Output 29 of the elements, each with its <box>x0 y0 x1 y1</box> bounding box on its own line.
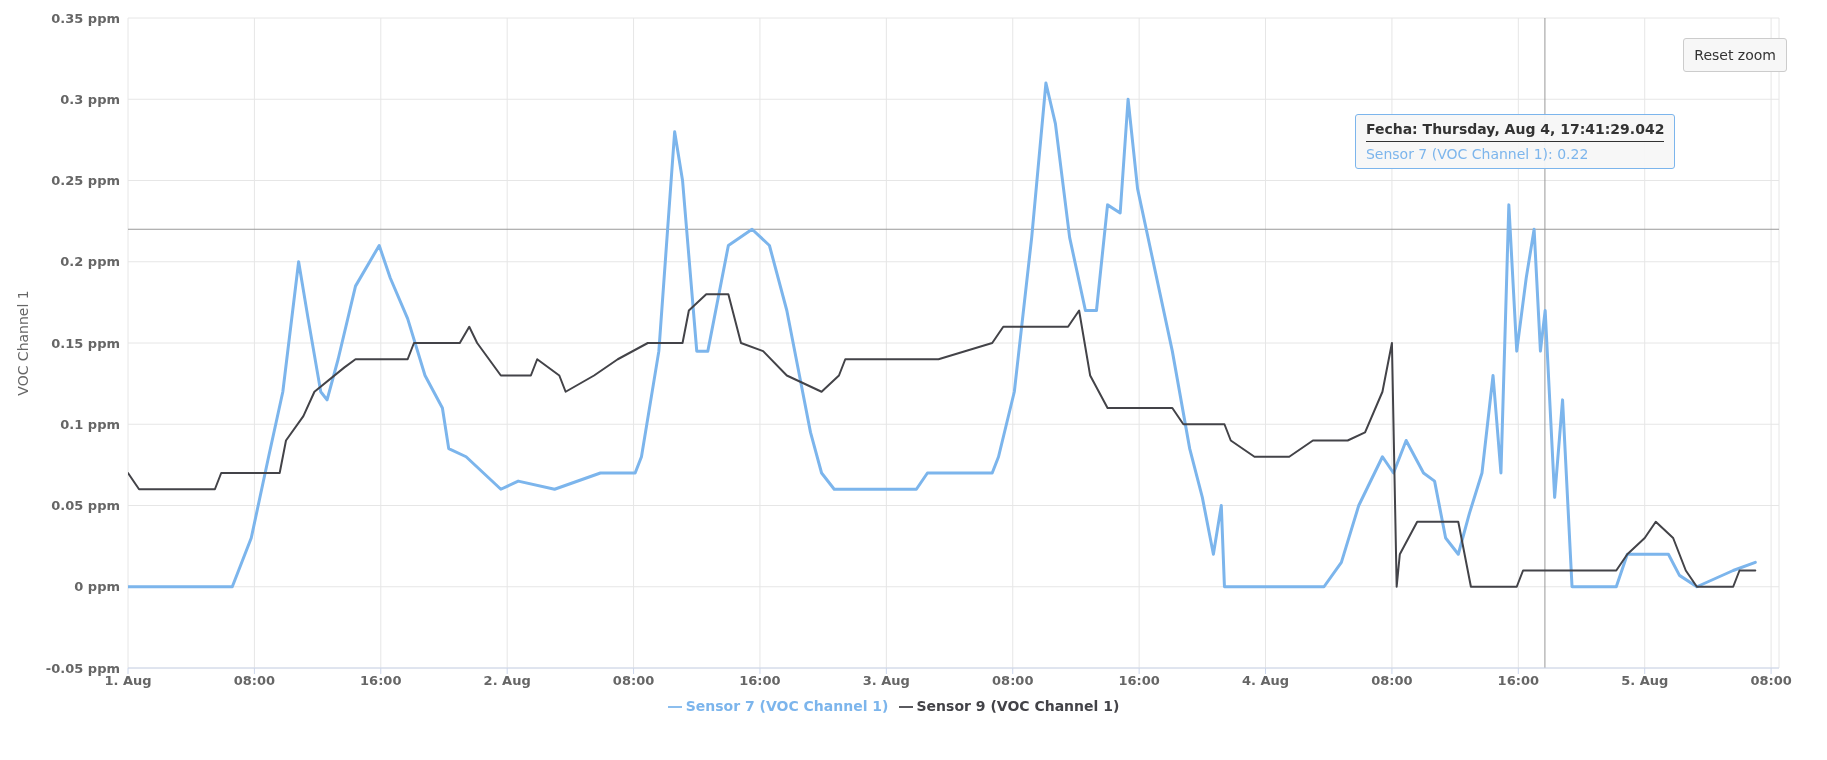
y-tick-label: 0.35 ppm <box>51 10 120 26</box>
x-tick-label: 16:00 <box>360 673 402 689</box>
y-tick-label: 0.1 ppm <box>60 416 120 432</box>
x-tick-label: 08:00 <box>992 673 1034 689</box>
x-tick-label: 08:00 <box>612 673 655 689</box>
x-tick-label: 5. Aug <box>1621 673 1669 689</box>
x-tick-label: 2. Aug <box>483 673 531 689</box>
x-tick-label: 16:00 <box>739 673 781 689</box>
y-tick-label: 0.15 ppm <box>51 335 120 351</box>
y-axis-title: VOC Channel 1 <box>14 290 31 396</box>
x-tick-label: 16:00 <box>1497 673 1540 689</box>
y-tick-label: 0.05 ppm <box>51 498 120 514</box>
y-tick-label: 0.25 ppm <box>51 173 120 189</box>
legend-label: Sensor 9 (VOC Channel 1) <box>916 698 1120 714</box>
y-tick-label: 0.3 ppm <box>60 91 120 107</box>
x-tick-label: 1. Aug <box>104 673 152 689</box>
reset-zoom-button: Reset zoom <box>1683 38 1787 72</box>
legend-label: Sensor 7 (VOC Channel 1) <box>685 698 889 714</box>
x-tick-label: 08:00 <box>233 673 276 689</box>
x-tick-label: 3. Aug <box>862 673 910 689</box>
x-tick-label: 08:00 <box>1371 673 1413 689</box>
x-tick-label: 4. Aug <box>1241 673 1290 689</box>
x-tick-label: 08:00 <box>1750 673 1792 689</box>
annotation: Sensor 7 (VOC Channel 1): 0.22 <box>1365 146 1590 163</box>
y-tick-label: -0.05 ppm <box>45 660 120 676</box>
y-tick-label: 0.2 ppm <box>60 254 120 270</box>
annotation: Fecha: Thursday, Aug 4, 17:41:29.042 <box>1365 121 1665 143</box>
x-tick-label: 16:00 <box>1118 673 1160 689</box>
y-tick-label: 0 ppm <box>74 579 120 595</box>
